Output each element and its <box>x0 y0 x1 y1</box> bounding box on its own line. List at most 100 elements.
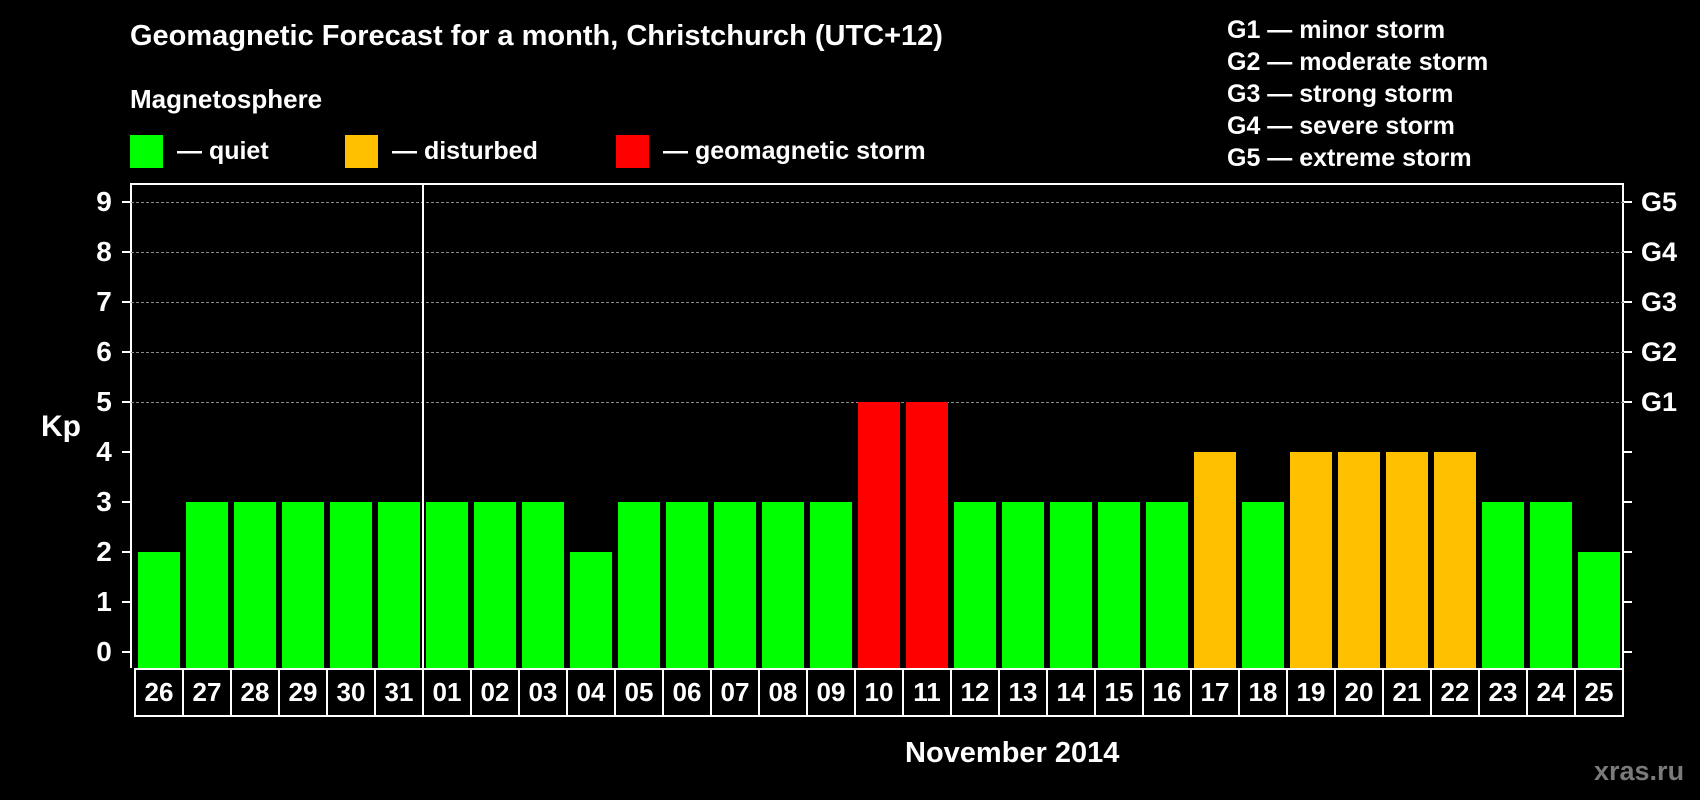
date-cell: 14 <box>1048 670 1096 715</box>
bar-30 <box>330 502 372 668</box>
date-cell: 29 <box>280 670 328 715</box>
legend-quiet-label: — quiet <box>177 136 269 165</box>
y-tick-label: 7 <box>96 286 112 317</box>
right-tick <box>1624 201 1632 203</box>
date-cell: 12 <box>952 670 1000 715</box>
bar-10 <box>858 402 900 668</box>
y-tick <box>122 401 131 403</box>
date-cell: 11 <box>904 670 952 715</box>
date-cell: 18 <box>1240 670 1288 715</box>
bar-20 <box>1338 452 1380 668</box>
y-tick <box>122 551 131 553</box>
grid-line <box>131 302 1624 303</box>
g2-legend-item: G2 — moderate storm <box>1227 48 1489 76</box>
y-tick <box>122 601 131 603</box>
right-tick <box>1624 251 1632 253</box>
y-tick <box>122 501 131 503</box>
date-cell: 05 <box>616 670 664 715</box>
date-cell: 02 <box>472 670 520 715</box>
y-tick-label: 6 <box>96 336 112 367</box>
g-level-label: G1 <box>1641 387 1678 417</box>
bar-25 <box>1578 552 1620 668</box>
bar-06 <box>666 502 708 668</box>
date-cell: 31 <box>376 670 424 715</box>
bar-15 <box>1098 502 1140 668</box>
y-tick-label: 2 <box>96 536 112 567</box>
quiet-swatch <box>130 134 163 168</box>
date-cell: 28 <box>232 670 280 715</box>
grid-line <box>131 252 1624 253</box>
bar-07 <box>714 502 756 668</box>
chart-title: Geomagnetic Forecast for a month, Christ… <box>130 20 943 52</box>
bar-05 <box>618 502 660 668</box>
bar-21 <box>1386 452 1428 668</box>
watermark: xras.ru <box>1594 756 1685 786</box>
bar-23 <box>1482 502 1524 668</box>
g1-legend-item: G1 — minor storm <box>1227 16 1446 44</box>
bar-29 <box>282 502 324 668</box>
y-tick-label: 3 <box>96 486 112 517</box>
date-cell: 06 <box>664 670 712 715</box>
date-cell: 10 <box>856 670 904 715</box>
date-cell: 15 <box>1096 670 1144 715</box>
right-tick <box>1624 501 1632 503</box>
y-tick <box>122 201 131 203</box>
y-tick <box>122 351 131 353</box>
storm-swatch <box>616 134 649 168</box>
legend-storm-label: — geomagnetic storm <box>663 136 926 165</box>
bar-04 <box>570 552 612 668</box>
date-cell: 25 <box>1576 670 1624 715</box>
right-tick <box>1624 351 1632 353</box>
month-divider <box>422 183 424 717</box>
date-cell: 26 <box>136 670 184 715</box>
plot-area <box>130 183 1624 668</box>
date-cell: 19 <box>1288 670 1336 715</box>
right-tick <box>1624 601 1632 603</box>
bar-27 <box>186 502 228 668</box>
y-tick <box>122 451 131 453</box>
y-tick <box>122 651 131 653</box>
right-tick <box>1624 651 1632 653</box>
y-tick <box>122 251 131 253</box>
bar-18 <box>1242 502 1284 668</box>
legend-quiet: — quiet <box>130 134 269 168</box>
date-cell: 24 <box>1528 670 1576 715</box>
y-tick-label: 1 <box>96 586 112 617</box>
date-cell: 20 <box>1336 670 1384 715</box>
legend-disturbed-label: — disturbed <box>392 136 538 165</box>
legend-storm: — geomagnetic storm <box>616 134 926 168</box>
date-cell: 23 <box>1480 670 1528 715</box>
date-cell: 04 <box>568 670 616 715</box>
chart-subtitle: Magnetosphere <box>130 84 323 114</box>
right-tick <box>1624 401 1632 403</box>
bar-17 <box>1194 452 1236 668</box>
g-scale-legend: G1 — minor storm G2 — moderate storm G3 … <box>1227 14 1488 174</box>
bar-22 <box>1434 452 1476 668</box>
bar-14 <box>1050 502 1092 668</box>
bar-03 <box>522 502 564 668</box>
g3-legend-item: G3 — strong storm <box>1227 80 1454 108</box>
g-level-label: G5 <box>1641 187 1678 217</box>
bar-26 <box>138 552 180 668</box>
y-tick-label: 4 <box>96 436 112 467</box>
bar-12 <box>954 502 996 668</box>
g5-legend-item: G5 — extreme storm <box>1227 144 1472 172</box>
y-axis-label: Kp <box>41 410 81 443</box>
date-cell: 07 <box>712 670 760 715</box>
y-tick-label: 8 <box>96 236 112 267</box>
disturbed-swatch <box>345 134 378 168</box>
date-cell: 08 <box>760 670 808 715</box>
bar-08 <box>762 502 804 668</box>
bar-16 <box>1146 502 1188 668</box>
g4-legend-item: G4 — severe storm <box>1227 112 1455 140</box>
bar-19 <box>1290 452 1332 668</box>
y-tick <box>122 301 131 303</box>
grid-line <box>131 202 1624 203</box>
y-tick-label: 5 <box>96 386 112 417</box>
date-cell: 01 <box>424 670 472 715</box>
bar-09 <box>810 502 852 668</box>
bar-31 <box>378 502 420 668</box>
date-cell: 22 <box>1432 670 1480 715</box>
g-level-label: G2 <box>1641 337 1678 367</box>
date-cell: 27 <box>184 670 232 715</box>
